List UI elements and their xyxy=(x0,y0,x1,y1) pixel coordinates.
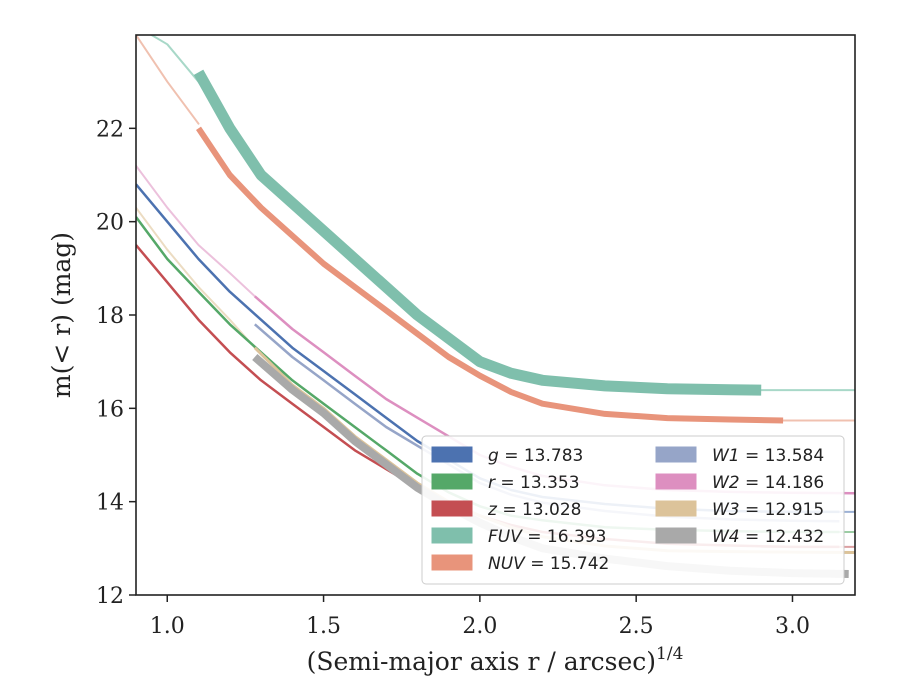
legend: g = 13.783 r = 13.353 z = 13.028 FUV = 16.3… xyxy=(421,435,845,585)
x-tick-label: 1.0 xyxy=(150,614,185,639)
y-axis-label: m(< r) (mag) xyxy=(47,232,76,398)
legend-swatch-fuv xyxy=(431,527,473,544)
legend-swatch-w1 xyxy=(655,446,697,463)
legend-swatch-nuv xyxy=(431,554,473,571)
series-line-fuv xyxy=(193,69,762,396)
y-tick-label: 22 xyxy=(96,117,124,142)
legend-swatch-w4 xyxy=(655,527,697,544)
x-tick-label: 1.5 xyxy=(306,614,341,639)
legend-box xyxy=(421,435,845,585)
y-tick-label: 18 xyxy=(96,304,124,329)
y-tick-label: 16 xyxy=(96,397,124,422)
y-tick-label: 14 xyxy=(96,491,124,516)
legend-label-nuv: NUV = 15.742 xyxy=(488,554,609,574)
legend-label-w2: W2 = 14.186 xyxy=(712,473,824,493)
legend-swatch-g xyxy=(431,446,473,463)
legend-label-z: z = 13.028 xyxy=(487,500,581,520)
series-line-nuv xyxy=(196,126,784,424)
y-tick-label: 20 xyxy=(96,211,124,236)
extension-line-w3-12-915-8 xyxy=(136,206,256,349)
legend-label-w3: W3 = 12.915 xyxy=(712,500,824,520)
x-axis-label-main: (Semi-major axis r / arcsec) xyxy=(307,647,656,676)
y-ticks: 12 14 16 18 20 22 xyxy=(96,117,136,609)
x-tick-label: 3.0 xyxy=(775,614,810,639)
legend-swatch-w3 xyxy=(655,500,697,517)
x-ticks: 1.0 1.5 2.0 2.5 3.0 xyxy=(150,595,810,639)
legend-label-fuv: FUV = 16.393 xyxy=(488,527,606,547)
legend-swatch-r xyxy=(431,473,473,490)
y-tick-label: 12 xyxy=(96,584,124,609)
x-axis-label: (Semi-major axis r / arcsec)1/4 xyxy=(307,644,684,676)
legend-label-w4: W4 = 12.432 xyxy=(712,527,824,547)
legend-label-r: r = 13.353 xyxy=(488,473,580,493)
legend-swatch-w2 xyxy=(655,473,697,490)
extension-line-nuv-15-742-5 xyxy=(136,35,200,125)
extension-line-w2-14-186-7 xyxy=(136,164,256,298)
legend-swatch-z xyxy=(431,500,473,517)
x-tick-label: 2.0 xyxy=(462,614,497,639)
legend-label-w1: W1 = 13.584 xyxy=(712,446,824,466)
legend-label-g: g = 13.783 xyxy=(488,446,583,466)
x-axis-label-superscript: 1/4 xyxy=(656,644,683,664)
x-tick-label: 2.5 xyxy=(619,614,654,639)
